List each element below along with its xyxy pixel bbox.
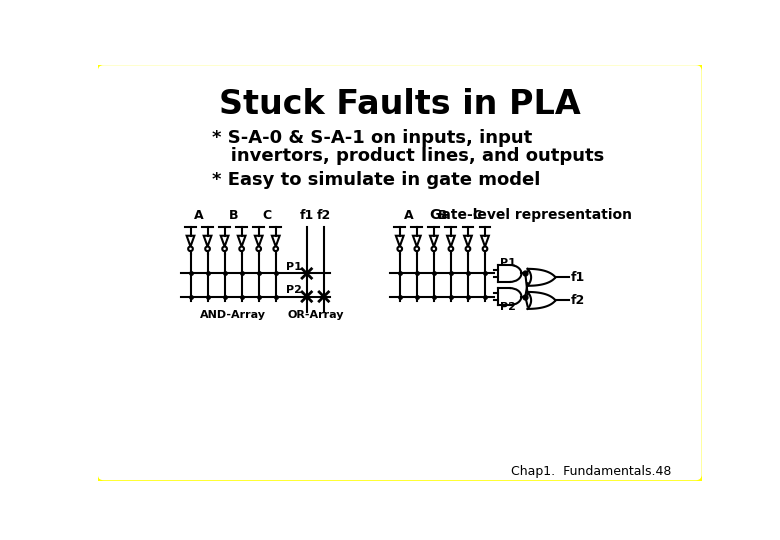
Text: P1: P1 <box>500 258 516 268</box>
Text: invertors, product lines, and outputs: invertors, product lines, and outputs <box>212 147 604 165</box>
Text: P2: P2 <box>286 286 302 295</box>
Text: * S-A-0 & S-A-1 on inputs, input: * S-A-0 & S-A-1 on inputs, input <box>212 129 533 147</box>
FancyBboxPatch shape <box>94 62 705 484</box>
Text: f2: f2 <box>571 294 585 307</box>
Text: C: C <box>472 209 481 222</box>
Text: f2: f2 <box>317 209 331 222</box>
Text: B: B <box>229 209 238 222</box>
Text: AND-Array: AND-Array <box>200 310 266 320</box>
Text: Chap1.  Fundamentals.48: Chap1. Fundamentals.48 <box>511 465 671 478</box>
Text: P2: P2 <box>500 302 516 312</box>
Text: A: A <box>403 209 413 222</box>
Text: B: B <box>438 209 447 222</box>
Text: f1: f1 <box>300 209 314 222</box>
Text: C: C <box>263 209 271 222</box>
Text: OR-Array: OR-Array <box>287 310 343 320</box>
Text: f1: f1 <box>571 271 585 284</box>
Text: A: A <box>194 209 204 222</box>
Text: Stuck Faults in PLA: Stuck Faults in PLA <box>219 89 580 122</box>
Text: Gate-level representation: Gate-level representation <box>431 208 633 222</box>
Text: P1: P1 <box>286 262 302 272</box>
Text: * Easy to simulate in gate model: * Easy to simulate in gate model <box>212 171 541 190</box>
